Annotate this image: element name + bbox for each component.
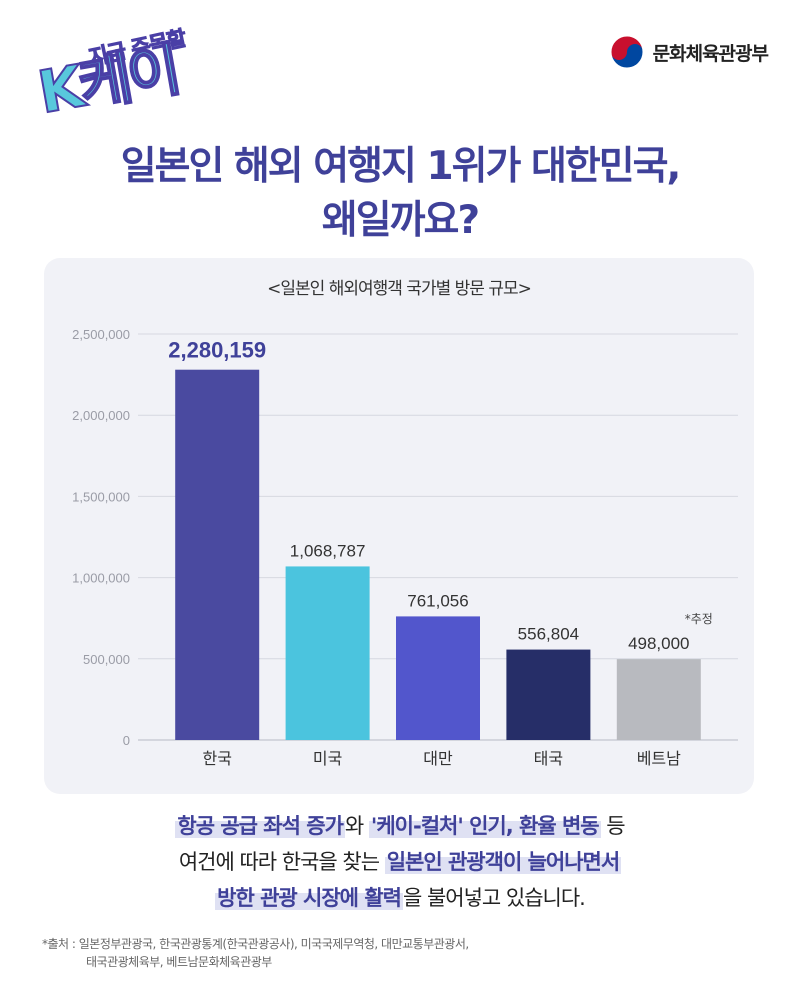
y-tick-label: 0	[123, 733, 130, 748]
x-tick-label: 베트남	[637, 749, 681, 768]
data-label: 761,056	[407, 591, 468, 610]
description-line-3: 방한 관광 시장에 활력을 불어넣고 있습니다.	[0, 880, 800, 916]
x-tick-label: 미국	[313, 749, 342, 768]
data-label: 2,280,159	[168, 338, 266, 363]
bar-3	[396, 616, 480, 740]
source-line-1: *출처 : 일본정부관광국, 한국관광통계(한국관광공사), 미국국제무역청, …	[42, 937, 469, 951]
y-tick-label: 500,000	[83, 652, 130, 667]
y-tick-label: 2,500,000	[72, 327, 130, 342]
bar-5	[616, 659, 701, 740]
k-campaign-logo: 지금 주목할 K케이	[32, 26, 226, 128]
description-text: 을 불어넣고 있습니다.	[402, 886, 586, 910]
description: 항공 공급 좌석 증가와 '케이-컬처' 인기, 환율 변동 등 여건에 따라 …	[0, 808, 800, 916]
bar-1	[175, 369, 260, 740]
description-line-2: 여건에 따라 한국을 찾는 일본인 관광객이 늘어나면서	[0, 844, 800, 880]
estimate-annotation: *추정	[685, 612, 713, 626]
page-title: 일본인 해외 여행지 1위가 대한민국, 왜일까요?	[0, 140, 800, 248]
highlight-tourist-increase: 일본인 관광객이 늘어나면서	[384, 850, 622, 874]
y-tick-label: 2,000,000	[72, 408, 130, 423]
data-label: 1,068,787	[290, 541, 366, 560]
data-label: 498,000	[628, 634, 689, 653]
ministry-logo: 문화체육관광부	[609, 34, 769, 70]
bar-4	[506, 649, 591, 740]
y-tick-label: 1,500,000	[72, 489, 130, 504]
highlight-market-vitality: 방한 관광 시장에 활력	[215, 886, 403, 910]
source-note: *출처 : 일본정부관광국, 한국관광통계(한국관광공사), 미국국제무역청, …	[42, 935, 762, 971]
taegeuk-icon	[610, 35, 644, 69]
x-tick-label: 대만	[423, 749, 453, 768]
highlight-seat-supply: 항공 공급 좌석 증가	[175, 814, 345, 838]
bar-2	[285, 566, 370, 740]
logo-big-text: K케이	[32, 34, 183, 127]
description-text: 등	[600, 814, 625, 838]
description-line-1: 항공 공급 좌석 증가와 '케이-컬처' 인기, 환율 변동 등	[0, 808, 800, 844]
x-tick-label: 한국	[202, 749, 231, 768]
highlight-k-culture: '케이-컬처' 인기, 환율 변동	[368, 814, 601, 838]
source-line-2: 태국관광체육부, 베트남문화체육관광부	[86, 955, 272, 969]
description-text: 와	[344, 814, 369, 838]
data-label: 556,804	[518, 625, 579, 644]
headline-line-1: 일본인 해외 여행지 1위가 대한민국,	[120, 144, 682, 189]
chart-title: <일본인 해외여행객 국가별 방문 규모>	[267, 279, 532, 299]
bar-chart: 0 500,000 1,000,000 1,500,000 2,000,000 2,500…	[72, 327, 738, 768]
x-tick-label: 태국	[534, 749, 563, 768]
ministry-name: 문화체육관광부	[652, 42, 769, 65]
y-tick-label: 1,000,000	[72, 571, 130, 586]
headline-line-2: 왜일까요?	[321, 198, 480, 243]
description-text: 여건에 따라 한국을 찾는	[178, 850, 385, 874]
